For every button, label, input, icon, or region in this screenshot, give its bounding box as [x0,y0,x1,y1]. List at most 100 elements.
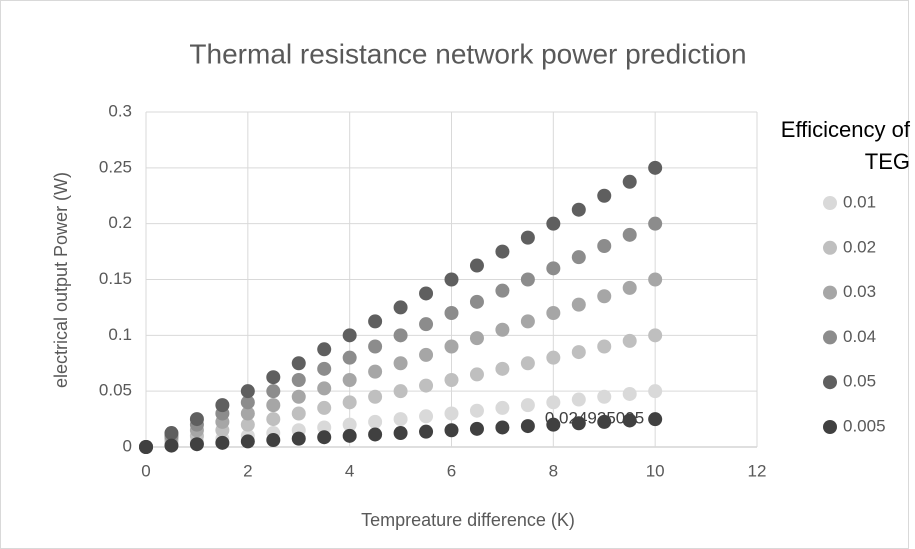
point [393,384,408,399]
point [317,381,332,396]
point [368,364,383,379]
x-tick-label: 10 [646,461,665,480]
point [139,440,153,454]
point [444,406,459,421]
point [469,294,484,309]
point [291,431,306,446]
point [469,258,484,273]
point [368,427,383,442]
point [393,328,408,343]
point [266,384,281,399]
point [164,438,179,453]
point [419,378,434,393]
point [571,250,586,265]
point [444,272,459,287]
point [648,160,663,175]
point [520,419,535,434]
point [520,314,535,329]
point [240,417,255,432]
point [597,188,612,203]
point [520,356,535,371]
point [571,202,586,217]
point [469,367,484,382]
point [189,437,204,452]
point [240,406,255,421]
point [546,261,561,276]
legend-label: 0.01 [843,192,876,211]
point [419,347,434,362]
legend-label: 0.03 [843,282,876,301]
chart-title: Thermal resistance network power predict… [189,38,746,69]
point [571,297,586,312]
legend-marker [823,285,837,300]
legend-marker [823,375,837,390]
point [266,370,281,385]
point [546,216,561,231]
point [393,426,408,441]
point [444,306,459,320]
legend-marker [823,196,837,210]
point [419,286,434,301]
point [520,272,535,287]
point [622,333,637,348]
point [317,420,332,435]
legend-label: 0.005 [843,416,886,435]
point [266,412,281,427]
point [546,417,561,432]
data-label: 0.024925095 [545,409,644,428]
point [469,421,484,436]
y-tick-label: 0.2 [108,213,132,232]
y-tick-label: 0.3 [108,101,132,120]
point [495,244,510,259]
x-tick-label: 6 [447,461,456,480]
point [189,412,204,427]
point [368,339,383,354]
point [419,317,434,332]
point [342,328,357,343]
point [291,373,306,387]
point [571,345,586,360]
point [597,239,612,253]
point [215,398,230,413]
point [571,416,586,431]
x-tick-label: 4 [345,461,354,480]
point [266,433,281,448]
point [495,420,510,435]
legend-label: 0.05 [843,372,876,391]
legend-marker [823,420,837,434]
legend-marker [823,330,837,345]
point [597,339,612,354]
x-tick-label: 8 [549,461,558,480]
point [342,350,357,365]
point [622,280,637,295]
point [495,283,510,298]
point [622,386,637,401]
point [495,400,510,415]
point [393,300,408,315]
legend-title: Efficicency of TEG [780,117,910,174]
point [368,314,383,329]
y-tick-label: 0.15 [99,269,132,288]
point [622,227,637,242]
point [266,398,281,413]
legend-label: 0.02 [843,237,876,256]
y-axis-label: electrical output Power (W) [51,172,71,388]
point [419,424,434,439]
point [597,414,612,429]
point [622,174,637,189]
y-tick-label: 0.1 [108,325,132,344]
legend-label: 0.04 [843,327,876,346]
point [419,409,434,424]
point [546,395,561,410]
point [648,272,663,287]
point [291,356,306,371]
point [240,434,255,449]
point [597,289,612,304]
point [648,328,663,343]
point [317,430,332,445]
point [444,423,459,438]
point [317,342,332,357]
point [240,395,255,410]
